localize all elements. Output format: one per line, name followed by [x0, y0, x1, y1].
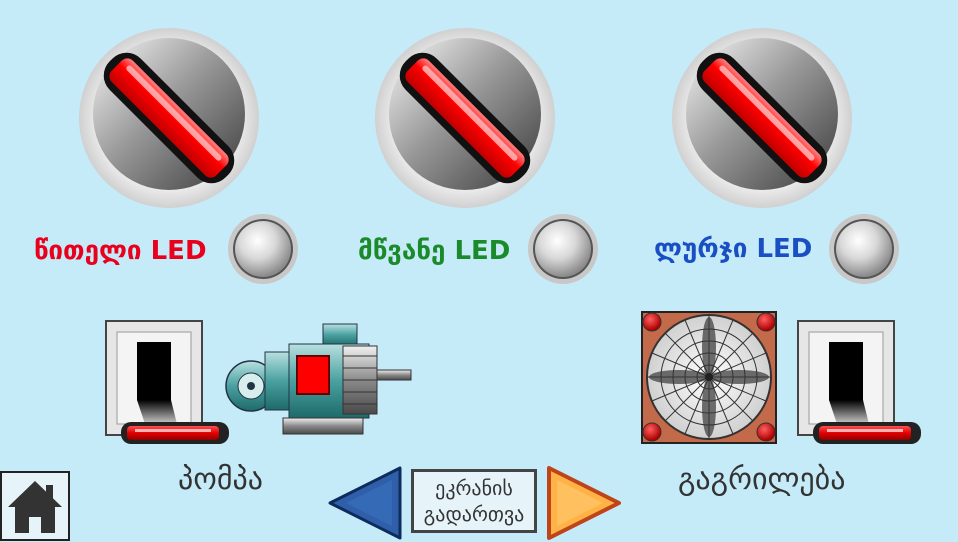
red-led-label: წითელი LED	[34, 236, 207, 266]
green-led-lamp	[528, 214, 598, 284]
red-led-knob[interactable]	[77, 26, 261, 210]
fan-toggle-switch[interactable]	[797, 320, 923, 446]
pump-toggle-switch[interactable]	[105, 320, 231, 446]
screen-switch-label-line1: ეკრანის	[435, 476, 513, 500]
blue-led-label: ლურჯი LED	[654, 234, 813, 264]
pump-motor-icon	[225, 323, 412, 435]
cooling-label: გაგრილება	[678, 462, 846, 497]
blue-led-knob[interactable]	[670, 26, 854, 210]
next-screen-button[interactable]	[547, 466, 623, 540]
green-led-knob[interactable]	[373, 26, 557, 210]
prev-screen-button[interactable]	[326, 466, 402, 540]
screen-switch-label-line2: გადართვა	[423, 502, 525, 526]
home-icon	[8, 481, 62, 533]
green-led-label: მწვანე LED	[358, 236, 511, 266]
red-led-lamp	[228, 214, 298, 284]
cooling-fan-icon	[641, 311, 777, 444]
pump-label: პომპა	[178, 462, 263, 497]
screen-switch-label-box: ეკრანის გადართვა	[411, 469, 537, 533]
home-button[interactable]	[0, 471, 70, 541]
blue-led-lamp	[829, 214, 899, 284]
